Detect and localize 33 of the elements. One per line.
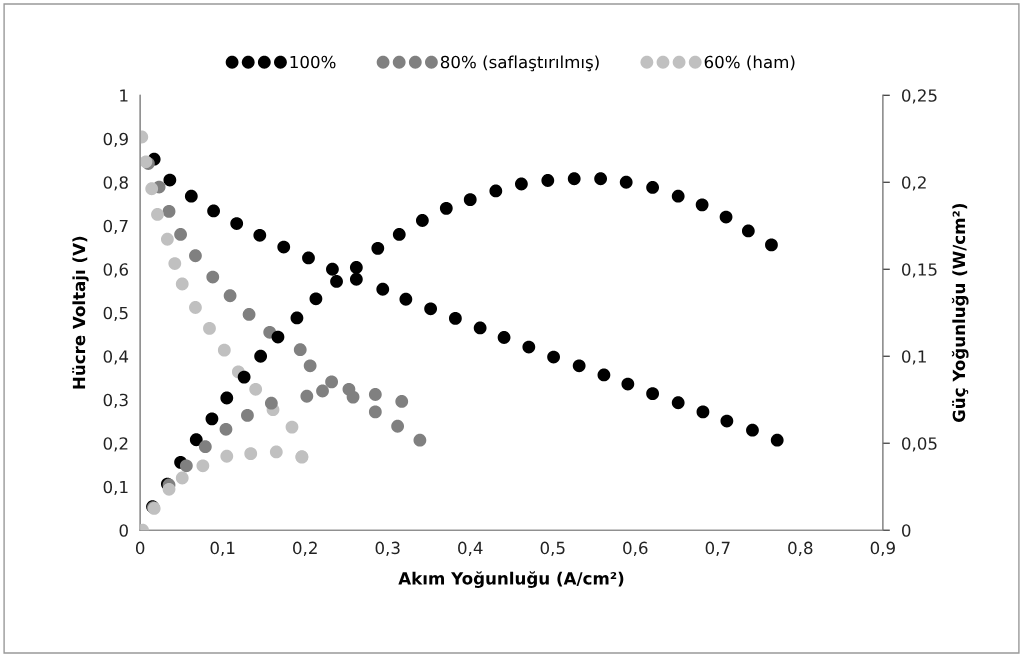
y-axis-title: Hücre Voltajı (V) — [72, 236, 89, 389]
y-tick-label: 0 — [119, 524, 128, 537]
y-tick-label: 0,2 — [103, 437, 128, 452]
x-tick-label: 0,3 — [375, 541, 400, 556]
x-tick-label: 0,4 — [458, 541, 483, 556]
y-tick-label: 0,1 — [103, 480, 128, 495]
y-tick-label: 0,4 — [103, 350, 129, 365]
x-tick-label: 0,1 — [210, 541, 235, 556]
x-tick-label: 0,2 — [293, 541, 317, 556]
x-tick-label: 0,5 — [540, 541, 565, 556]
legend-label: 80% (saflaştırılmış) — [440, 55, 599, 72]
x-tick-label: 0,9 — [870, 541, 895, 556]
y-tick-label: 0,8 — [103, 176, 128, 191]
y-tick-label: 1 — [120, 89, 128, 102]
y2-tick-label: 0,05 — [902, 437, 937, 452]
x-tick-label: 0 — [135, 541, 145, 555]
y-tick-label: 0,6 — [103, 263, 128, 278]
legend-label: 60% (ham) — [704, 55, 795, 71]
x-tick-label: 0,8 — [788, 541, 813, 556]
y2-tick-label: 0,2 — [902, 176, 926, 191]
y2-tick-label: 0,25 — [902, 89, 937, 104]
y2-axis-title: Güç Yoğunluğu (W/cm²) — [951, 204, 969, 423]
x-tick-label: 0,6 — [623, 541, 648, 556]
x-axis-title: Akım Yoğunluğu (A/cm²) — [398, 571, 624, 588]
y-tick-label: 0,3 — [103, 393, 128, 408]
y-tick-label: 0,5 — [103, 306, 128, 321]
x-tick-label: 0,7 — [705, 541, 730, 556]
y2-tick-label: 0,1 — [902, 350, 926, 365]
legend-label: 100% — [290, 55, 336, 69]
y2-tick-label: 0,15 — [902, 263, 937, 278]
y-tick-label: 0,9 — [103, 132, 128, 148]
y-tick-label: 0,7 — [103, 219, 128, 235]
y2-tick-label: 0 — [902, 524, 911, 537]
